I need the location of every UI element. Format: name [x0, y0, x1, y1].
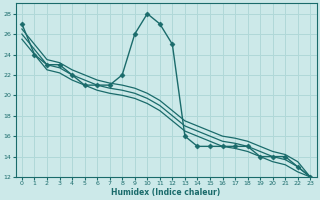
X-axis label: Humidex (Indice chaleur): Humidex (Indice chaleur)	[111, 188, 221, 197]
